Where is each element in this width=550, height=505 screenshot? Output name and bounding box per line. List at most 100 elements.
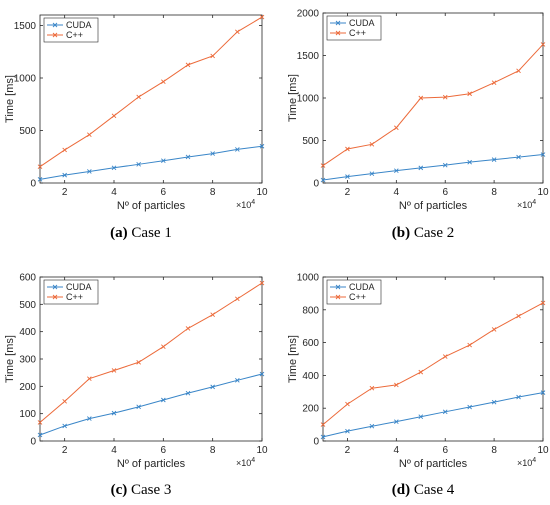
y-tick-label: 500 — [19, 300, 36, 311]
data-point — [394, 125, 399, 131]
series-line-cuda — [322, 154, 544, 181]
legend-label: C++ — [349, 292, 366, 302]
data-point — [111, 368, 117, 373]
data-point — [62, 147, 67, 153]
data-point — [37, 164, 43, 170]
data-point — [345, 428, 350, 434]
data-point — [442, 94, 448, 100]
y-axis-label: Time [ms] — [287, 74, 299, 122]
data-point — [369, 142, 375, 147]
data-point — [491, 157, 497, 162]
data-point — [418, 369, 424, 375]
data-point — [235, 296, 240, 302]
data-point — [540, 390, 546, 395]
data-point — [369, 385, 375, 391]
data-point — [185, 154, 191, 160]
plot-frame — [39, 276, 263, 442]
y-tick-label: 500 — [19, 126, 36, 137]
data-point — [136, 359, 141, 365]
x-axis-label: Nº of particles — [399, 458, 468, 470]
legend-marker — [52, 22, 58, 28]
y-axis-label: Time [ms] — [4, 75, 16, 123]
y-axis-label: Time [ms] — [287, 335, 299, 383]
y-tick-label: 800 — [302, 305, 319, 316]
data-point — [87, 169, 92, 174]
data-point — [235, 147, 240, 152]
figure-caption: (c) Case 3 — [111, 482, 172, 498]
legend-label: C++ — [66, 30, 83, 40]
data-point — [235, 29, 240, 35]
data-point — [320, 422, 326, 427]
data-point — [87, 376, 92, 381]
data-point — [320, 434, 326, 440]
y-tick-label: 1500 — [297, 51, 320, 62]
data-point — [394, 382, 399, 388]
legend-marker — [52, 294, 58, 300]
legend-marker — [335, 30, 341, 36]
legend-label: C++ — [66, 292, 83, 302]
figure-caption: (d) Case 4 — [392, 482, 455, 498]
y-tick-label: 400 — [302, 371, 319, 382]
data-point — [111, 165, 117, 171]
data-point — [161, 79, 166, 84]
data-point — [516, 313, 521, 319]
legend-box — [43, 17, 99, 43]
x-axis-multiplier: ×104 — [517, 199, 536, 210]
x-tick-label: 4 — [111, 187, 117, 198]
data-point — [210, 312, 215, 318]
y-tick-label: 600 — [302, 338, 319, 349]
x-tick-label: 2 — [62, 187, 68, 198]
y-tick-label: 0 — [30, 179, 36, 190]
legend-label: CUDA — [349, 18, 375, 28]
legend-marker — [52, 32, 58, 38]
legend-label: C++ — [349, 28, 366, 38]
x-tick-label: 2 — [345, 187, 351, 198]
x-axis-multiplier: ×104 — [517, 457, 536, 468]
x-tick-label: 10 — [537, 445, 549, 456]
legend-label: CUDA — [66, 20, 92, 30]
data-point — [345, 174, 350, 179]
data-point — [161, 397, 166, 403]
data-point — [540, 152, 546, 157]
series-line-cuda — [39, 373, 263, 436]
data-point — [161, 158, 166, 164]
y-tick-label: 0 — [313, 437, 319, 448]
x-axis-label: Nº of particles — [117, 458, 186, 470]
x-tick-label: 8 — [210, 445, 216, 456]
x-tick-label: 6 — [161, 445, 167, 456]
data-point — [37, 420, 43, 425]
data-point — [467, 404, 472, 410]
series-line-cpp — [39, 16, 263, 168]
x-tick-label: 4 — [394, 445, 400, 456]
data-point — [467, 159, 472, 165]
legend-label: CUDA — [349, 282, 375, 292]
x-tick-label: 4 — [394, 187, 400, 198]
data-point — [418, 165, 424, 171]
data-point — [516, 394, 521, 400]
series-line-cuda — [322, 392, 544, 438]
legend-marker — [52, 284, 58, 290]
data-point — [62, 399, 67, 404]
y-tick-label: 100 — [19, 409, 36, 420]
data-point — [369, 171, 375, 176]
data-point — [491, 399, 497, 405]
data-point — [394, 168, 399, 173]
x-tick-label: 6 — [442, 187, 448, 198]
legend-marker — [335, 294, 341, 300]
y-tick-label: 600 — [19, 273, 36, 284]
data-point — [210, 53, 215, 59]
x-tick-label: 6 — [161, 187, 167, 198]
data-point — [210, 151, 215, 156]
x-tick-label: 8 — [491, 445, 497, 456]
data-point — [259, 280, 265, 286]
data-point — [37, 432, 43, 438]
data-point — [345, 401, 350, 407]
data-point — [540, 300, 546, 306]
y-tick-label: 0 — [313, 179, 319, 190]
legend-box — [326, 15, 382, 41]
data-point — [442, 354, 448, 359]
data-point — [111, 410, 117, 416]
data-point — [442, 162, 448, 168]
legend-marker — [335, 284, 341, 290]
